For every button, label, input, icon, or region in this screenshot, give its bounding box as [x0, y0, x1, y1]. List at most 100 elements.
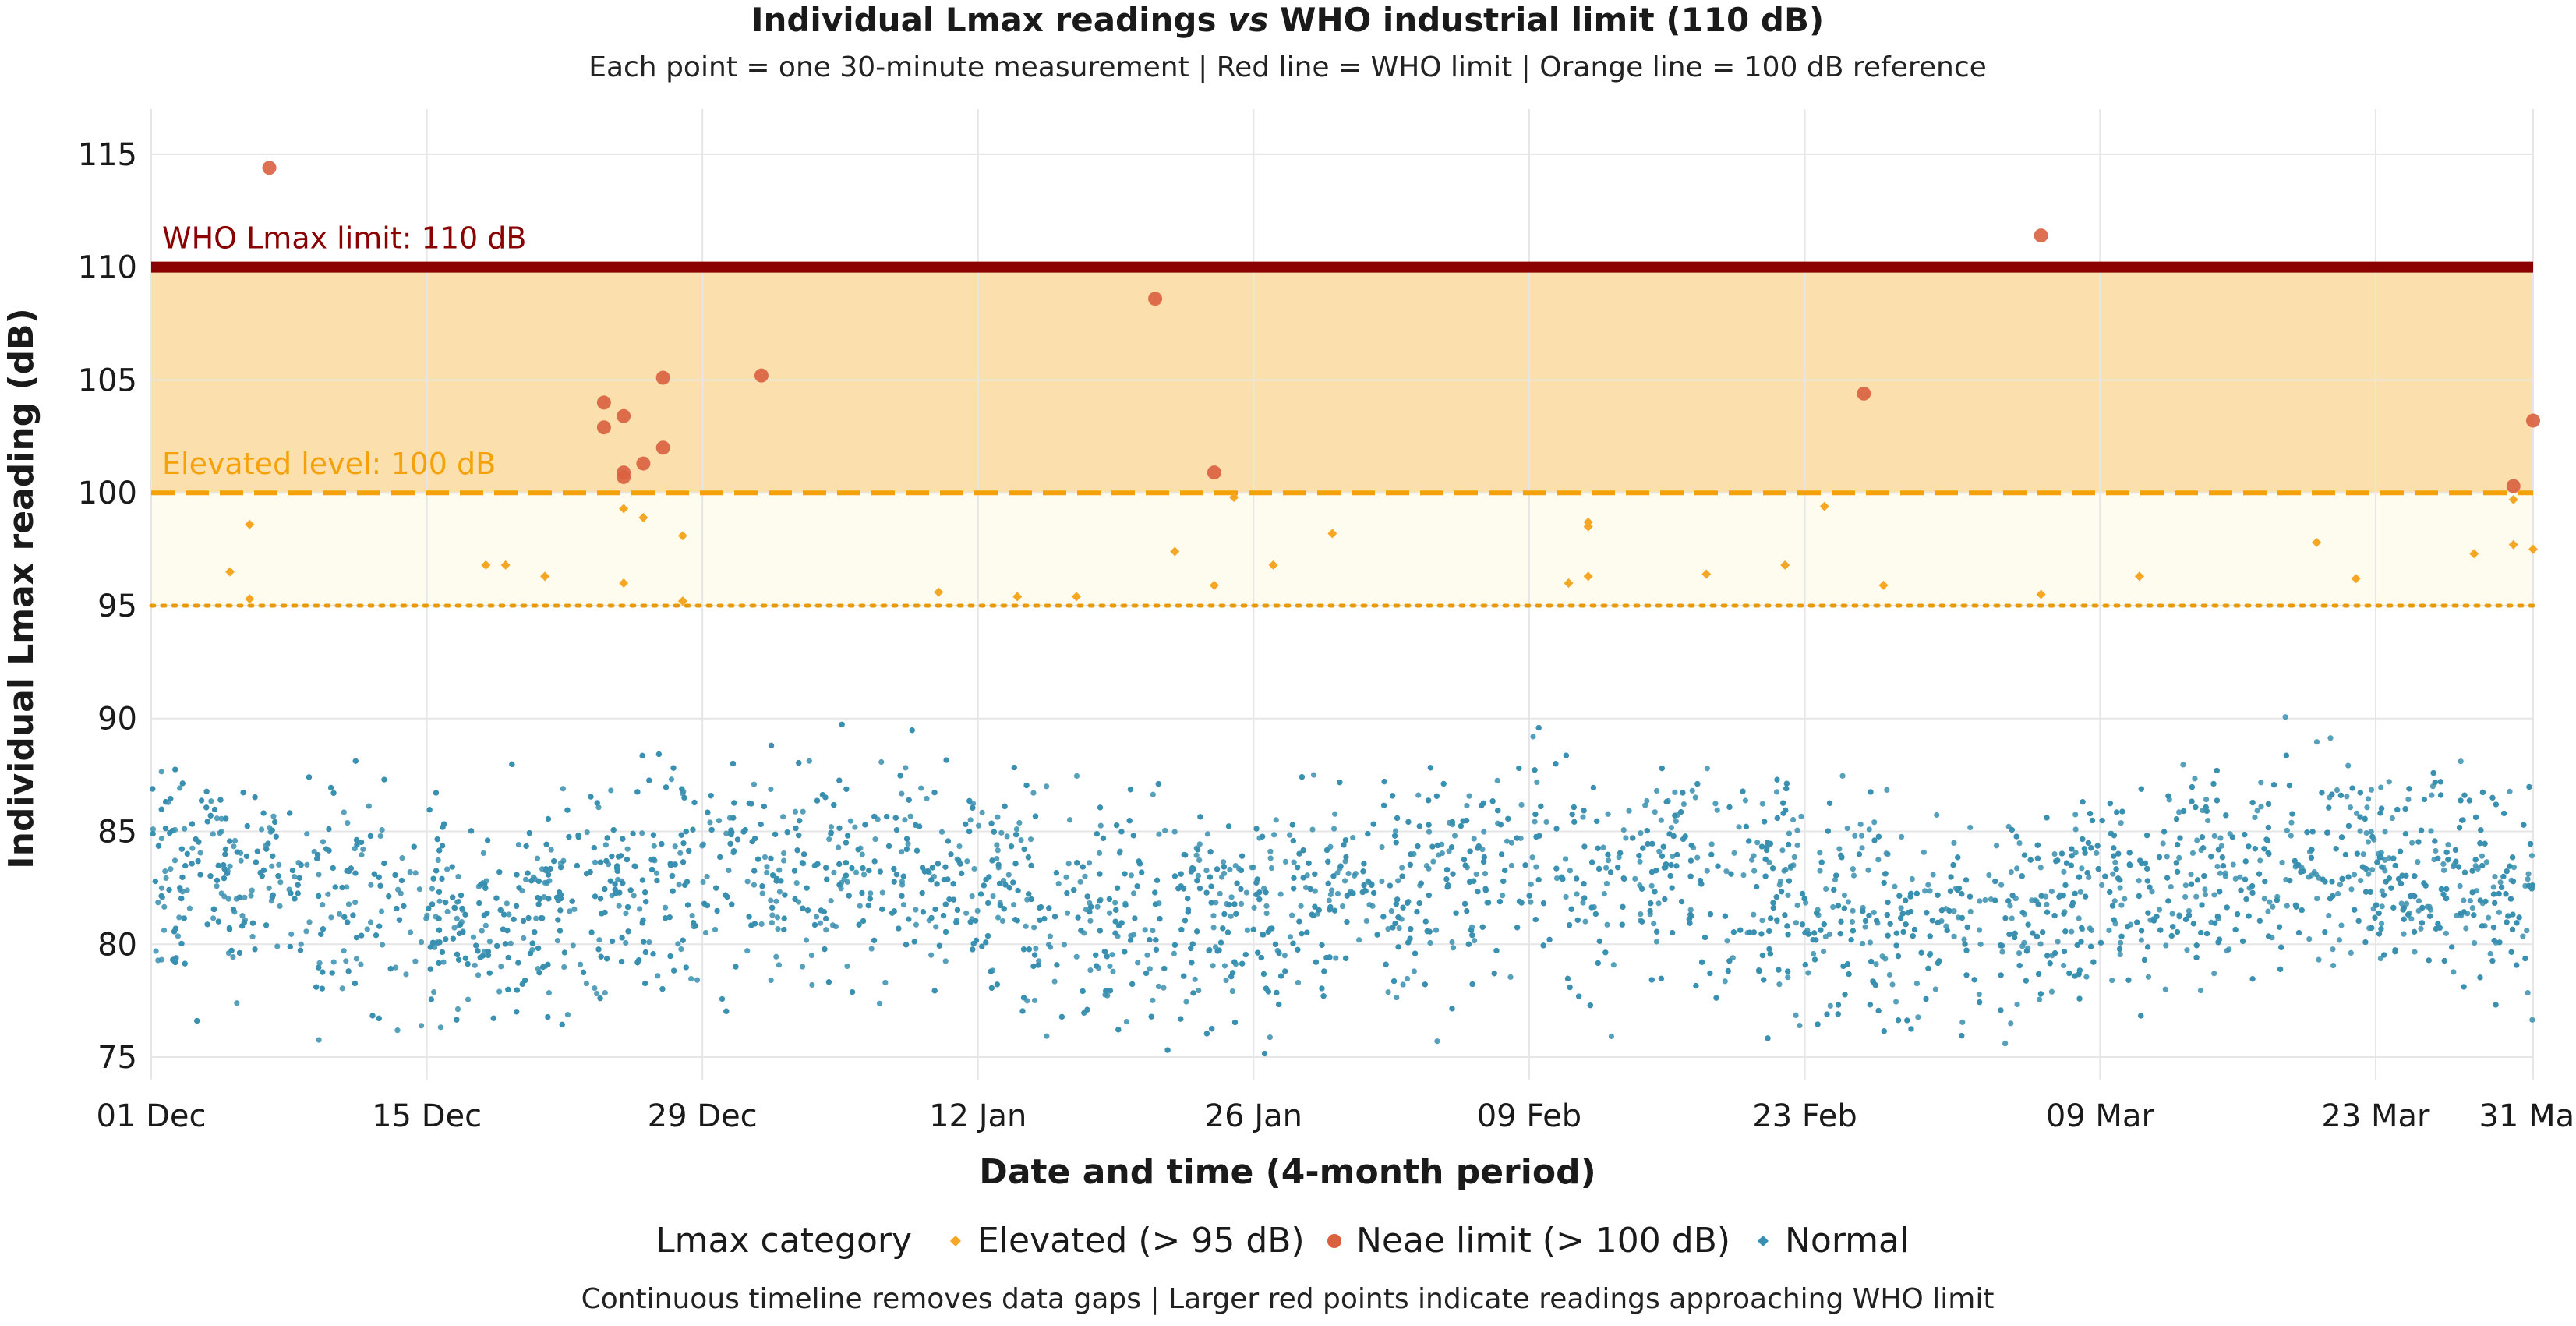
normal-point — [1687, 907, 1694, 913]
normal-point — [995, 814, 1001, 820]
normal-point — [1892, 999, 1899, 1005]
normal-point — [1767, 840, 1773, 847]
normal-point — [2443, 896, 2450, 902]
normal-point — [2111, 898, 2118, 904]
normal-point — [352, 758, 359, 764]
normal-point — [564, 1012, 571, 1018]
normal-point — [2194, 877, 2201, 883]
normal-point — [1881, 879, 1887, 886]
normal-point — [828, 830, 834, 837]
normal-point — [2203, 796, 2210, 803]
normal-point — [2344, 794, 2350, 800]
normal-point — [1463, 818, 1470, 824]
normal-point — [1238, 886, 1244, 893]
x-tick-label: 15 Dec — [372, 1098, 482, 1134]
normal-point — [964, 858, 970, 865]
normal-point — [903, 846, 910, 853]
normal-point — [942, 864, 949, 870]
normal-point — [1407, 861, 1413, 868]
normal-point — [2156, 907, 2163, 913]
normal-point — [2445, 842, 2451, 848]
normal-point — [2326, 912, 2332, 919]
normal-point — [1644, 828, 1650, 834]
normal-point — [430, 989, 437, 995]
normal-point — [2368, 787, 2375, 793]
normal-point — [575, 833, 581, 839]
normal-point — [2141, 956, 2148, 964]
normal-point — [872, 836, 878, 843]
normal-point — [2094, 843, 2101, 849]
normal-point — [2408, 840, 2415, 846]
normal-point — [556, 889, 563, 896]
normal-point — [1155, 780, 1161, 787]
normal-point — [2019, 872, 2025, 879]
normal-point — [476, 900, 482, 907]
normal-point — [2044, 953, 2051, 959]
normal-point — [2266, 850, 2272, 857]
normal-point — [2076, 874, 2083, 880]
normal-point — [2249, 889, 2256, 896]
normal-point — [1147, 966, 1153, 972]
normal-point — [1084, 893, 1090, 900]
normal-point — [2186, 912, 2193, 918]
normal-point — [242, 894, 248, 900]
normal-point — [1654, 787, 1660, 794]
normal-point — [1770, 900, 1776, 906]
normal-point — [2510, 854, 2516, 861]
normal-point — [1044, 1033, 1050, 1039]
normal-point — [1758, 843, 1765, 850]
normal-point — [1856, 851, 1863, 857]
normal-point — [2437, 792, 2444, 798]
normal-point — [1672, 812, 1678, 819]
normal-point — [689, 912, 695, 919]
normal-point — [2510, 911, 2516, 918]
normal-point — [1197, 814, 1203, 820]
normal-point — [1224, 929, 1231, 935]
normal-point — [186, 905, 193, 911]
normal-point — [2058, 850, 2065, 857]
normal-point — [2202, 886, 2208, 893]
normal-point — [234, 849, 240, 855]
normal-point — [184, 887, 190, 893]
normal-point — [2188, 872, 2194, 878]
normal-point — [1414, 909, 1420, 915]
normal-point — [269, 827, 275, 833]
normal-point — [249, 920, 256, 926]
normal-point — [1253, 826, 1260, 832]
normal-point — [1785, 974, 1791, 981]
normal-point — [1030, 963, 1037, 970]
normal-point — [2019, 909, 2026, 916]
normal-point — [705, 809, 711, 815]
normal-point — [1234, 880, 1240, 886]
normal-point — [2338, 922, 2345, 928]
normal-point — [2364, 804, 2370, 811]
normal-point — [1343, 854, 1349, 860]
normal-point — [2415, 898, 2422, 904]
normal-point — [1619, 921, 1625, 928]
normal-point — [1801, 896, 1807, 902]
normal-point — [2440, 861, 2447, 868]
normal-point — [436, 960, 442, 966]
normal-point — [1087, 967, 1094, 974]
normal-point — [751, 882, 758, 888]
normal-point — [907, 813, 913, 819]
normal-point — [591, 844, 597, 851]
normal-point — [974, 907, 981, 914]
normal-point — [2215, 847, 2222, 853]
normal-point — [984, 932, 991, 939]
normal-point — [1217, 890, 1223, 897]
normal-point — [932, 906, 938, 913]
normal-point — [377, 833, 383, 840]
normal-point — [1296, 918, 1302, 925]
normal-point — [985, 900, 991, 907]
normal-point — [1884, 912, 1890, 918]
normal-point — [2044, 909, 2051, 915]
normal-point — [1161, 985, 1167, 991]
normal-point — [1747, 929, 1753, 935]
normal-point — [1530, 734, 1536, 740]
normal-point — [2497, 879, 2504, 886]
normal-point — [808, 952, 814, 959]
normal-point — [327, 784, 334, 791]
normal-point — [2279, 859, 2285, 866]
normal-point — [472, 962, 478, 968]
